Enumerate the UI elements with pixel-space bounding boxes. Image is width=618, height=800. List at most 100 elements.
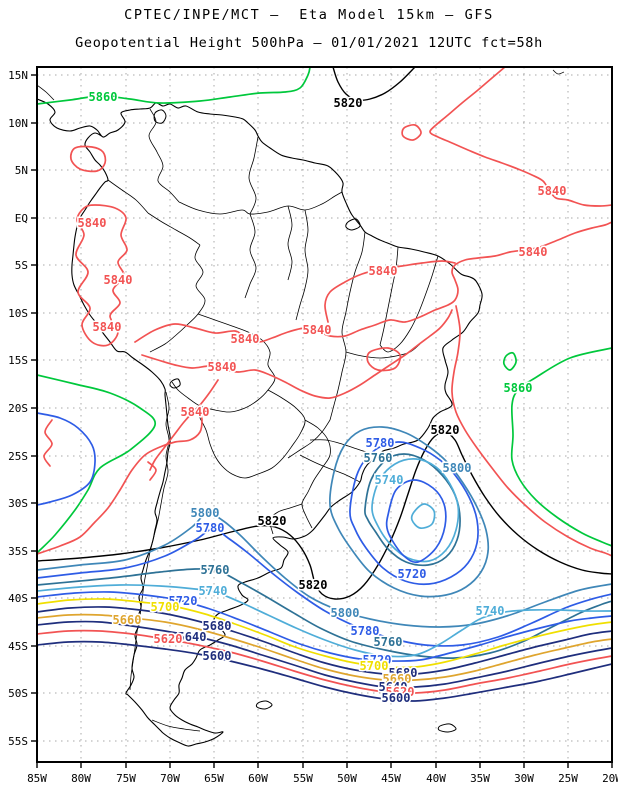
lat-label: 40S — [8, 592, 28, 605]
contour-label-5800: 5800 — [191, 506, 220, 520]
country-border — [244, 213, 257, 299]
country-border — [269, 503, 303, 535]
island-outline — [345, 218, 361, 231]
contour-label-5760: 5760 — [374, 635, 403, 649]
contour-line-5840 — [134, 221, 612, 343]
chart-title-model: CPTEC/INPE/MCT — Eta Model 15km — GFS — [124, 7, 494, 23]
contour-line-5860 — [37, 374, 156, 554]
country-border — [329, 231, 366, 421]
lat-label: 10S — [8, 307, 28, 320]
contour-line-5660 — [37, 613, 612, 682]
lon-label: 20W — [602, 772, 618, 785]
lon-label: 30W — [514, 772, 534, 785]
contour-label-5860: 5860 — [89, 90, 118, 104]
contour-label-5720: 5720 — [363, 653, 392, 667]
lat-label: 25S — [8, 450, 28, 463]
contour-label-5840: 5840 — [303, 323, 332, 337]
contour-line-5740 — [371, 458, 460, 563]
contour-line-5840 — [147, 461, 157, 481]
contour-line-5720 — [410, 503, 436, 529]
contour-label-5600: 5600 — [203, 649, 232, 663]
lon-label: 25W — [558, 772, 578, 785]
country-border — [299, 454, 361, 483]
contour-label-5640: 5640 — [379, 680, 408, 694]
contour-label-5620: 5620 — [386, 685, 415, 699]
contour-label-5740: 5740 — [199, 584, 228, 598]
contour-label-5820: 5820 — [299, 578, 328, 592]
contour-line-5840 — [429, 67, 612, 207]
contour-label-5840: 5840 — [104, 273, 133, 287]
island-outline — [255, 700, 273, 710]
contour-label-5720: 5720 — [169, 594, 198, 608]
contour-label-5740: 5740 — [476, 604, 505, 618]
contour-label-5620: 5620 — [154, 632, 183, 646]
contour-line-5840 — [149, 379, 219, 471]
country-border — [287, 205, 293, 281]
lat-label: 35S — [8, 545, 28, 558]
contour-label-5700: 5700 — [151, 600, 180, 614]
contour-label-5840: 5840 — [208, 360, 237, 374]
contour-label-5660: 5660 — [383, 672, 412, 686]
axis-ticks — [31, 74, 613, 768]
contour-line-5620 — [37, 629, 612, 694]
contour-label-5840: 5840 — [231, 332, 260, 346]
island-outline — [153, 109, 167, 124]
country-border — [195, 389, 306, 479]
contour-line-5840 — [37, 411, 203, 555]
contour-line-5840 — [451, 305, 612, 557]
lon-label: 75W — [116, 772, 136, 785]
contour-line-5840 — [75, 204, 128, 347]
lon-label: 40W — [426, 772, 446, 785]
lon-label: 70W — [160, 772, 180, 785]
contour-line-5720 — [37, 591, 612, 662]
lat-label: 10N — [8, 117, 28, 130]
lat-label: 15S — [8, 354, 28, 367]
country-border — [149, 244, 206, 353]
contour-label-5680: 5680 — [203, 619, 232, 633]
chart-title-field: Geopotential Height 500hPa — 01/01/2021 … — [75, 35, 543, 51]
contour-line-5700 — [37, 598, 612, 669]
contour-label-5820: 5820 — [258, 514, 287, 528]
contour-line-5760 — [37, 568, 612, 659]
contour-line-5740 — [37, 584, 612, 658]
contour-label-5740: 5740 — [375, 473, 404, 487]
country-border — [301, 419, 331, 529]
contour-label-5600: 5600 — [382, 691, 411, 705]
lat-label: 45S — [8, 640, 28, 653]
contour-line-5720 — [385, 479, 447, 564]
contour-line-5860 — [37, 67, 311, 105]
country-border — [379, 246, 399, 346]
island-outline — [437, 723, 457, 733]
contour-label-5760: 5760 — [201, 563, 230, 577]
contour-line-5600 — [37, 640, 612, 702]
contour-line-5840 — [43, 419, 53, 467]
contour-label-5840: 5840 — [369, 264, 398, 278]
lon-label: 65W — [204, 772, 224, 785]
lat-label: EQ — [15, 212, 28, 225]
contour-label-layer: 5860 5860 5840 5840 5840 5840 5840 5840 5840 5840… — [76, 89, 568, 707]
contour-line-5800 — [329, 426, 490, 598]
lon-label: 45W — [381, 772, 401, 785]
lon-label: 60W — [248, 772, 268, 785]
country-border — [309, 439, 380, 457]
country-border — [379, 255, 439, 353]
lat-label: 5N — [15, 164, 28, 177]
axis-labels: 15N 10N 5N EQ 5S 10S 15S 20S 25S 30S 35S 40S 45S 50S 5… — [8, 69, 618, 785]
contour-label-5780: 5780 — [366, 436, 395, 450]
contour-line-5820 — [37, 431, 612, 600]
contour-label-5800: 5800 — [331, 606, 360, 620]
lon-label: 55W — [293, 772, 313, 785]
contour-label-5660: 5660 — [113, 613, 142, 627]
contour-line-5780 — [37, 528, 612, 647]
contour-line-5760 — [364, 453, 461, 567]
contour-line-5820 — [332, 67, 416, 102]
geography-layer — [37, 69, 565, 747]
contour-layer — [37, 67, 612, 702]
country-border — [147, 212, 201, 246]
contour-label-5780: 5780 — [196, 521, 225, 535]
contour-label-5680: 5680 — [389, 666, 418, 680]
contour-label-5840: 5840 — [78, 216, 107, 230]
country-border — [287, 419, 331, 459]
coastline — [37, 98, 483, 747]
